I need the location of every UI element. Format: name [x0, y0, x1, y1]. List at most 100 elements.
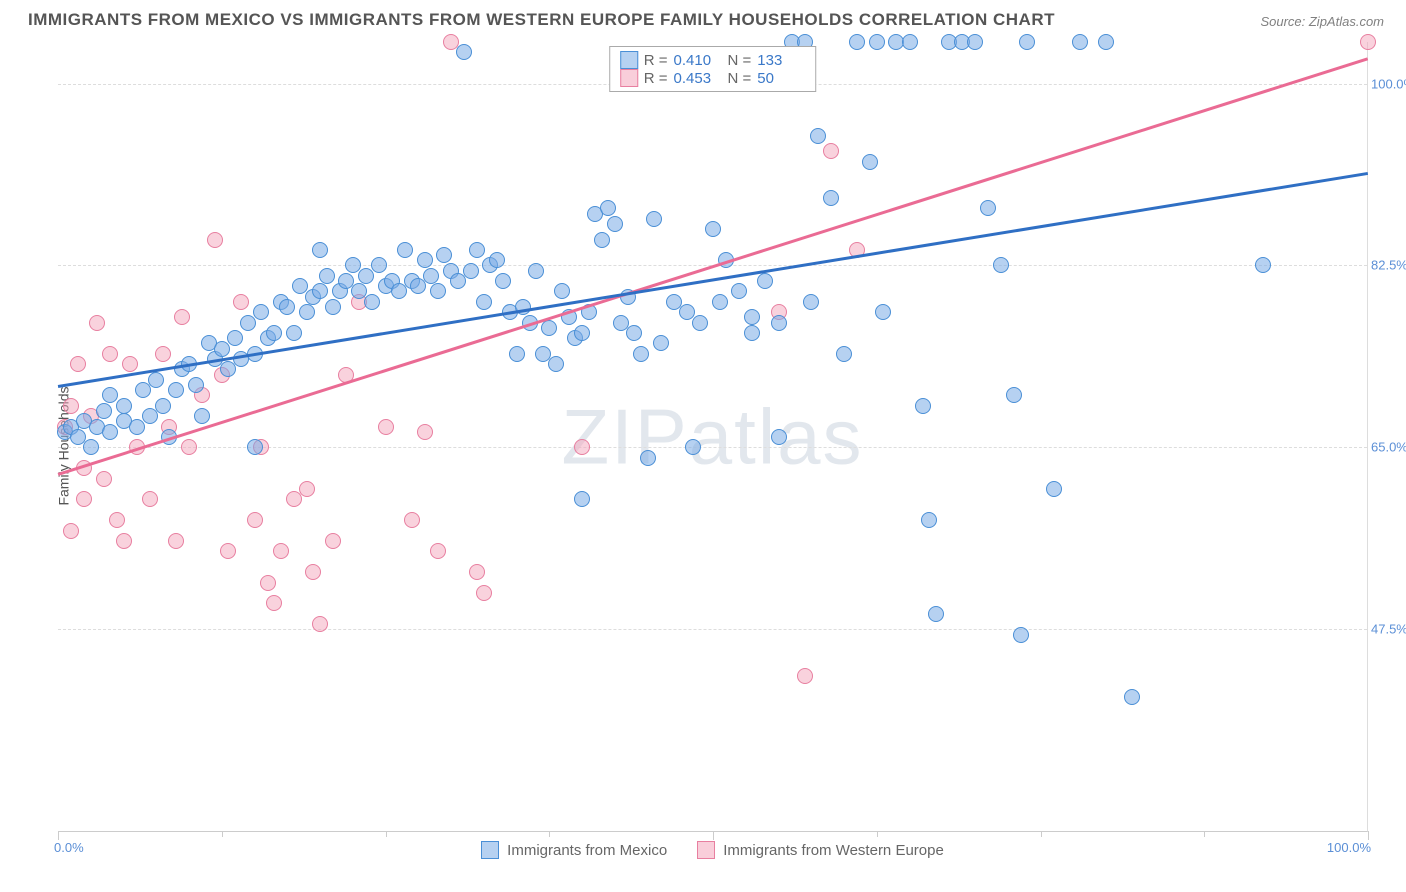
- scatter-point: [600, 200, 616, 216]
- scatter-point: [869, 34, 885, 50]
- scatter-point: [312, 616, 328, 632]
- legend-stats-row-pink: R = 0.453 N = 50: [620, 69, 806, 87]
- scatter-point: [450, 273, 466, 289]
- scatter-point: [325, 299, 341, 315]
- scatter-point: [915, 398, 931, 414]
- scatter-point: [1124, 689, 1140, 705]
- scatter-point: [76, 491, 92, 507]
- scatter-point: [391, 283, 407, 299]
- source-label: Source: ZipAtlas.com: [1260, 14, 1384, 29]
- scatter-point: [653, 335, 669, 351]
- scatter-point: [692, 315, 708, 331]
- scatter-point: [607, 216, 623, 232]
- legend-series: Immigrants from Mexico Immigrants from W…: [58, 841, 1367, 859]
- scatter-point: [325, 533, 341, 549]
- scatter-point: [404, 512, 420, 528]
- scatter-point: [109, 512, 125, 528]
- scatter-point: [266, 595, 282, 611]
- scatter-point: [63, 523, 79, 539]
- scatter-point: [364, 294, 380, 310]
- x-tick-mark: [1368, 831, 1369, 840]
- scatter-point: [823, 143, 839, 159]
- swatch-pink-icon: [620, 69, 638, 87]
- scatter-point: [489, 252, 505, 268]
- scatter-point: [712, 294, 728, 310]
- scatter-point: [744, 309, 760, 325]
- x-tick-mark: [713, 831, 714, 840]
- scatter-point: [705, 221, 721, 237]
- scatter-point: [423, 268, 439, 284]
- gridline: [58, 629, 1367, 630]
- scatter-point: [509, 346, 525, 362]
- x-tick-mark: [1041, 831, 1042, 837]
- scatter-point: [810, 128, 826, 144]
- y-tick-label: 100.0%: [1371, 76, 1406, 91]
- scatter-point: [168, 533, 184, 549]
- n-value-pink: 50: [757, 70, 805, 87]
- scatter-point: [554, 283, 570, 299]
- scatter-point: [980, 200, 996, 216]
- scatter-point: [823, 190, 839, 206]
- scatter-point: [1046, 481, 1062, 497]
- scatter-point: [168, 382, 184, 398]
- scatter-point: [417, 252, 433, 268]
- trend-line: [58, 58, 1369, 476]
- legend-label-pink: Immigrants from Western Europe: [723, 842, 944, 859]
- scatter-point: [469, 242, 485, 258]
- scatter-point: [495, 273, 511, 289]
- scatter-point: [253, 304, 269, 320]
- scatter-point: [220, 361, 236, 377]
- scatter-point: [594, 232, 610, 248]
- scatter-point: [214, 341, 230, 357]
- scatter-point: [744, 325, 760, 341]
- scatter-point: [181, 439, 197, 455]
- scatter-point: [299, 304, 315, 320]
- scatter-point: [286, 491, 302, 507]
- scatter-point: [476, 294, 492, 310]
- scatter-point: [836, 346, 852, 362]
- swatch-blue-icon: [620, 51, 638, 69]
- scatter-point: [1072, 34, 1088, 50]
- y-tick-label: 65.0%: [1371, 440, 1406, 455]
- watermark: ZIPatlas: [561, 391, 863, 482]
- scatter-point: [116, 398, 132, 414]
- scatter-point: [633, 346, 649, 362]
- x-tick-mark: [386, 831, 387, 837]
- trend-line: [58, 172, 1368, 388]
- scatter-point: [220, 543, 236, 559]
- scatter-point: [410, 278, 426, 294]
- scatter-point: [731, 283, 747, 299]
- scatter-point: [902, 34, 918, 50]
- y-tick-label: 47.5%: [1371, 622, 1406, 637]
- scatter-point: [279, 299, 295, 315]
- scatter-point: [247, 439, 263, 455]
- scatter-point: [116, 533, 132, 549]
- scatter-point: [456, 44, 472, 60]
- scatter-point: [574, 325, 590, 341]
- scatter-point: [129, 419, 145, 435]
- scatter-point: [921, 512, 937, 528]
- scatter-point: [436, 247, 452, 263]
- scatter-point: [174, 309, 190, 325]
- x-tick-mark: [549, 831, 550, 837]
- scatter-point: [803, 294, 819, 310]
- scatter-point: [70, 356, 86, 372]
- scatter-point: [574, 491, 590, 507]
- plot-area: ZIPatlas R = 0.410 N = 133 R = 0.453 N =…: [58, 42, 1368, 832]
- scatter-point: [305, 564, 321, 580]
- scatter-point: [541, 320, 557, 336]
- scatter-point: [993, 257, 1009, 273]
- scatter-point: [430, 543, 446, 559]
- scatter-point: [771, 429, 787, 445]
- x-tick-mark: [222, 831, 223, 837]
- scatter-point: [928, 606, 944, 622]
- scatter-point: [247, 512, 263, 528]
- x-tick-label-min: 0.0%: [54, 840, 84, 855]
- scatter-point: [142, 491, 158, 507]
- scatter-point: [194, 408, 210, 424]
- scatter-point: [148, 372, 164, 388]
- legend-stats-row-blue: R = 0.410 N = 133: [620, 51, 806, 69]
- scatter-point: [685, 439, 701, 455]
- scatter-point: [358, 268, 374, 284]
- scatter-point: [757, 273, 773, 289]
